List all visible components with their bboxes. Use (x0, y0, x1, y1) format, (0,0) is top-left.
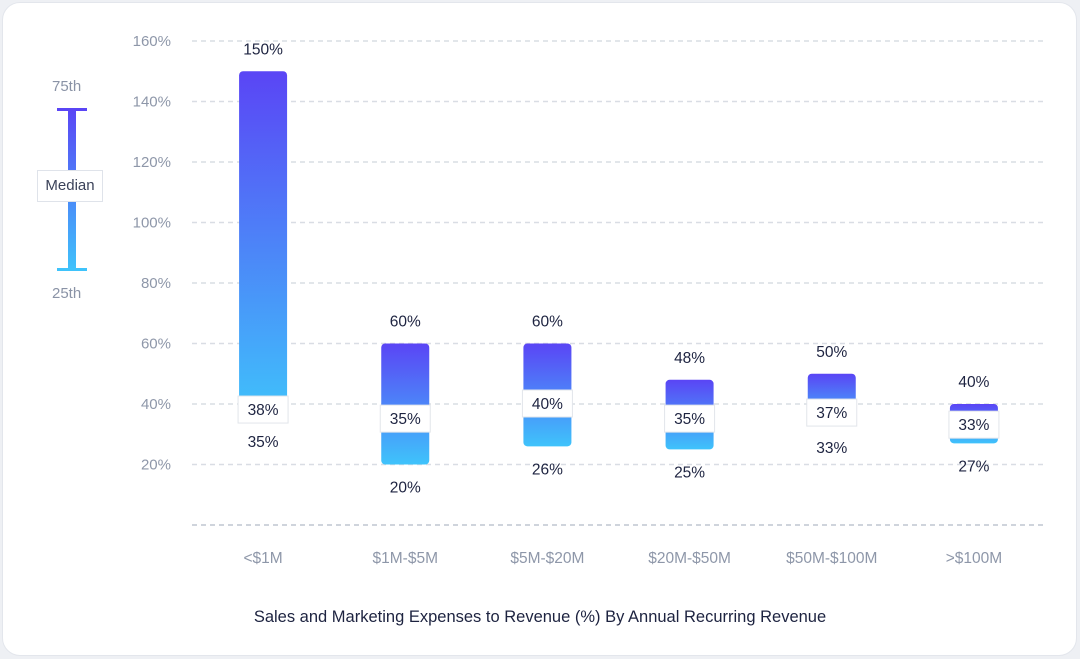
y-tick-label: 40% (141, 396, 171, 413)
legend-75th-label: 75th (52, 78, 82, 95)
median-label: 35% (390, 411, 421, 428)
p75-label: 40% (958, 374, 989, 391)
y-axis-ticks: 20% 40% 60% 80% 100% 120% 140% 160% (133, 33, 171, 474)
legend-25th-label: 25th (52, 285, 82, 302)
median-label: 40% (532, 396, 563, 413)
x-tick-label: $20M-$50M (648, 550, 731, 567)
p25-label: 20% (390, 480, 421, 497)
y-tick-label: 20% (141, 457, 171, 474)
p75-label: 60% (390, 314, 421, 331)
p25-label: 33% (816, 440, 847, 457)
median-box (521, 389, 573, 418)
x-tick-label: $1M-$5M (373, 550, 438, 567)
grid-layer (192, 40, 1045, 526)
y-tick-label: 80% (141, 275, 171, 292)
legend-cap-top (57, 108, 87, 111)
y-tick-label: 120% (133, 154, 171, 171)
legend-cap-bottom (57, 268, 87, 271)
p75-label: 50% (816, 344, 847, 361)
median-label: 37% (816, 405, 847, 422)
legend-median-label: Median (37, 170, 103, 202)
bar-0 (239, 71, 288, 420)
x-tick-label: <$1M (243, 550, 282, 567)
x-tick-label: $5M-$20M (510, 550, 584, 567)
x-tick-label: >$100M (946, 550, 1002, 567)
p25-label: 35% (248, 434, 279, 451)
p25-label: 27% (958, 458, 989, 475)
bars: 38% 150% 35% 35% 60% 20% 40% 60% 26% 35% 48% 25% 37%… (237, 41, 1000, 497)
median-label: 33% (958, 417, 989, 434)
median-box (806, 398, 858, 427)
bar-1 (381, 343, 430, 465)
y-tick-label: 140% (133, 94, 171, 111)
median-box (237, 395, 289, 424)
p75-label: 150% (243, 41, 283, 58)
x-axis-ticks: <$1M $1M-$5M $5M-$20M $20M-$50M $50M-$100M >$… (243, 550, 1002, 567)
x-tick-label: $50M-$100M (786, 550, 877, 567)
y-tick-label: 160% (133, 33, 171, 50)
median-label: 35% (674, 411, 705, 428)
median-label: 38% (248, 402, 279, 419)
p25-label: 26% (532, 461, 563, 478)
y-tick-label: 100% (133, 215, 171, 232)
median-box (948, 410, 1000, 439)
median-box (664, 404, 716, 433)
y-tick-label: 60% (141, 336, 171, 353)
p75-label: 48% (674, 350, 705, 367)
p75-label: 60% (532, 314, 563, 331)
median-box (379, 404, 431, 433)
chart-title: Sales and Marketing Expenses to Revenue … (253, 608, 827, 626)
p25-label: 25% (674, 464, 705, 481)
